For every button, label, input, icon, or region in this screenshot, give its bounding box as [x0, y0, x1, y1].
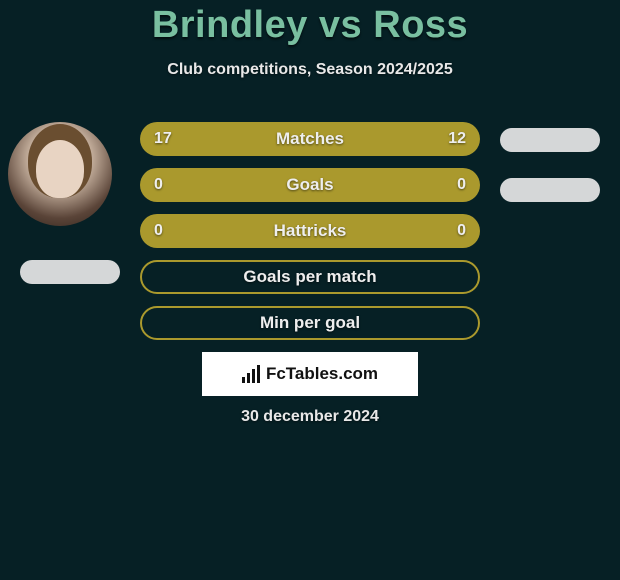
logo-text: FcTables.com: [266, 364, 378, 384]
stat-left-value: 0: [154, 176, 163, 194]
player-left-avatar: [8, 122, 112, 226]
stat-label: Min per goal: [260, 313, 360, 333]
stat-right-value: 0: [457, 176, 466, 194]
player-left-name-pill: [20, 260, 120, 284]
logo-box: FcTables.com: [202, 352, 418, 396]
stat-right-value: 12: [448, 130, 466, 148]
stats-rows: 17 Matches 12 0 Goals 0 0 Hattricks 0 Go…: [140, 122, 480, 352]
stat-right-value: 0: [457, 222, 466, 240]
stat-row-goals-per-match: Goals per match: [140, 260, 480, 294]
stat-label: Goals per match: [243, 267, 376, 287]
stat-label: Goals: [286, 175, 333, 195]
stat-row-hattricks: 0 Hattricks 0: [140, 214, 480, 248]
stat-left-value: 17: [154, 130, 172, 148]
stat-row-min-per-goal: Min per goal: [140, 306, 480, 340]
page-title: Brindley vs Ross: [0, 0, 620, 47]
stat-row-matches: 17 Matches 12: [140, 122, 480, 156]
stat-left-value: 0: [154, 222, 163, 240]
bars-icon: [242, 365, 260, 383]
stat-row-goals: 0 Goals 0: [140, 168, 480, 202]
stat-label: Matches: [276, 129, 344, 149]
player-right-name-pill: [500, 178, 600, 202]
date-text: 30 december 2024: [0, 408, 620, 426]
player-right-avatar-pill: [500, 128, 600, 152]
stat-label: Hattricks: [274, 221, 347, 241]
subtitle: Club competitions, Season 2024/2025: [0, 61, 620, 79]
